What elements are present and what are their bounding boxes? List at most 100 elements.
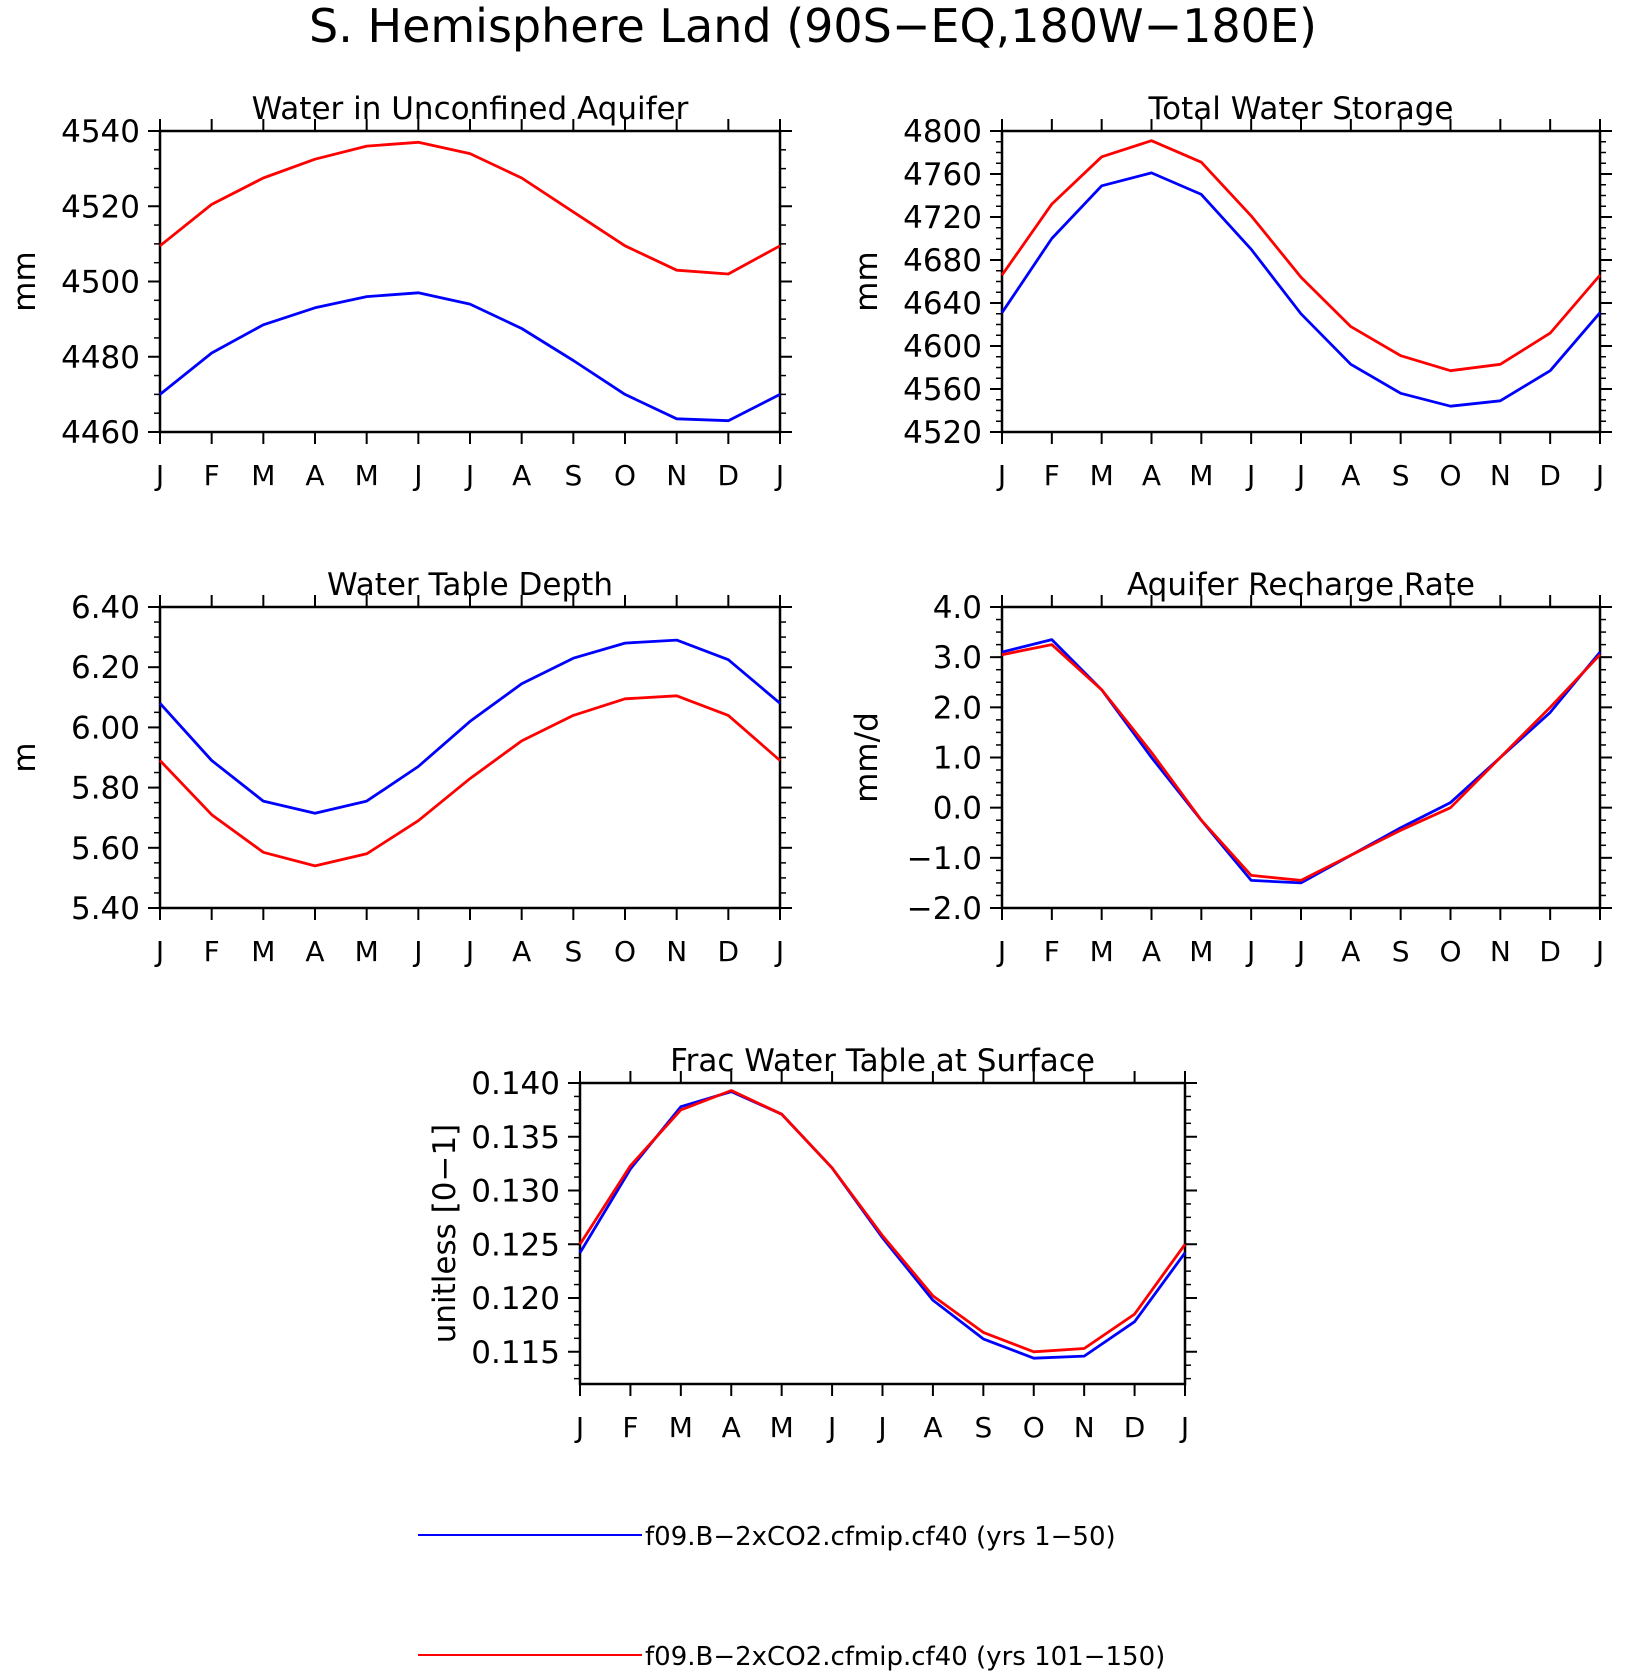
aquifer-recharge-rate-ytick-label: 3.0 xyxy=(933,640,982,676)
water-table-depth-xtick-label: S xyxy=(564,935,582,968)
frac-water-table-at-surface-xtick-label: J xyxy=(826,1411,836,1444)
aquifer-recharge-rate-xtick-label: A xyxy=(1142,935,1161,968)
water-in-unconfined-aquifer-xtick-label: S xyxy=(564,459,582,492)
frac-water-table-at-surface-xtick-label: A xyxy=(923,1411,942,1444)
frac-water-table-at-surface-ytick-label: 0.140 xyxy=(471,1066,560,1102)
frac-water-table-at-surface-xtick-label: M xyxy=(669,1411,693,1444)
aquifer-recharge-rate-xtick-label: J xyxy=(1295,935,1305,968)
frac-water-table-at-surface-xtick-label: F xyxy=(622,1411,638,1444)
total-water-storage-series-1-line xyxy=(1000,171,1602,408)
frac-water-table-at-surface-xtick-label: M xyxy=(770,1411,794,1444)
water-in-unconfined-aquifer-ytick-label: 4500 xyxy=(61,265,140,301)
aquifer-recharge-rate-series-2-line xyxy=(1001,643,1602,882)
water-table-depth-ytick-label: 5.60 xyxy=(71,831,140,867)
water-in-unconfined-aquifer-xtick-label: J xyxy=(154,459,164,492)
water-table-depth-plot-frame xyxy=(158,605,782,910)
frac-water-table-at-surface-series-1-line xyxy=(578,1090,1187,1360)
aquifer-recharge-rate-xtick-label: M xyxy=(1189,935,1213,968)
water-in-unconfined-aquifer-ytick-label: 4480 xyxy=(61,340,140,376)
aquifer-recharge-rate-xtick-label: J xyxy=(1594,935,1604,968)
total-water-storage-ytick-label: 4520 xyxy=(903,415,982,451)
total-water-storage-xtick-label: S xyxy=(1392,459,1410,492)
aquifer-recharge-rate-xtick-label: N xyxy=(1490,935,1511,968)
water-in-unconfined-aquifer-xtick-label: J xyxy=(464,459,474,492)
total-water-storage-ytick-label: 4720 xyxy=(903,200,982,236)
water-in-unconfined-aquifer-ylabel: mm xyxy=(7,251,43,311)
water-in-unconfined-aquifer-xtick-label: D xyxy=(718,459,740,492)
total-water-storage-xtick-label: J xyxy=(996,459,1006,492)
total-water-storage-xtick-label: O xyxy=(1439,459,1461,492)
frac-water-table-at-surface-xtick-label: S xyxy=(974,1411,992,1444)
water-in-unconfined-aquifer-xtick-label: A xyxy=(512,459,531,492)
legend-label-series-1: f09.B−2xCO2.cfmip.cf40 (yrs 1−50) xyxy=(645,1522,1116,1552)
total-water-storage-xtick-label: A xyxy=(1142,459,1161,492)
water-in-unconfined-aquifer-series-2-line xyxy=(159,140,781,276)
aquifer-recharge-rate-xtick-label: M xyxy=(1090,935,1114,968)
aquifer-recharge-rate-xtick-label: O xyxy=(1439,935,1461,968)
total-water-storage-ytick-label: 4680 xyxy=(903,243,982,279)
water-table-depth-xtick-label: F xyxy=(204,935,220,968)
frac-water-table-at-surface-xtick-label: J xyxy=(574,1411,584,1444)
total-water-storage-xtick-label: N xyxy=(1490,459,1511,492)
water-table-depth-xtick-label: A xyxy=(305,935,324,968)
aquifer-recharge-rate-ylabel: mm/d xyxy=(849,712,885,803)
aquifer-recharge-rate-ytick-label: −1.0 xyxy=(907,841,982,877)
water-table-depth-xtick-label: J xyxy=(464,935,474,968)
total-water-storage-ytick-label: 4560 xyxy=(903,372,982,408)
aquifer-recharge-rate-ytick-label: 0.0 xyxy=(933,791,982,827)
total-water-storage-xtick-label: J xyxy=(1594,459,1604,492)
total-water-storage-plot-frame xyxy=(1000,129,1602,434)
water-table-depth-series-1-line xyxy=(158,638,781,815)
aquifer-recharge-rate-xtick-label: J xyxy=(1245,935,1255,968)
total-water-storage-xtick-label: J xyxy=(1295,459,1305,492)
total-water-storage-xtick-label: D xyxy=(1539,459,1561,492)
water-in-unconfined-aquifer-xtick-label: N xyxy=(666,459,687,492)
water-in-unconfined-aquifer-xtick-label: F xyxy=(204,459,220,492)
total-water-storage-xtick-label: J xyxy=(1245,459,1255,492)
legend: f09.B−2xCO2.cfmip.cf40 (yrs 1−50) f09.B−… xyxy=(418,1522,1165,1672)
total-water-storage-ytick-label: 4600 xyxy=(903,329,982,365)
water-in-unconfined-aquifer-xtick-label: J xyxy=(412,459,422,492)
water-table-depth-xtick-label: M xyxy=(251,935,275,968)
water-table-depth-ytick-label: 6.40 xyxy=(71,590,140,626)
water-in-unconfined-aquifer-ytick-label: 4540 xyxy=(61,114,140,150)
total-water-storage-ytick-label: 4640 xyxy=(903,286,982,322)
water-table-depth-ytick-label: 5.40 xyxy=(71,891,140,927)
frac-water-table-at-surface-xtick-label: J xyxy=(876,1411,886,1444)
water-in-unconfined-aquifer-ytick-label: 4460 xyxy=(61,415,140,451)
water-table-depth-xtick-label: N xyxy=(666,935,687,968)
aquifer-recharge-rate-series-1-line xyxy=(1001,638,1602,885)
aquifer-recharge-rate-xtick-label: A xyxy=(1341,935,1360,968)
water-in-unconfined-aquifer-xtick-label: M xyxy=(251,459,275,492)
aquifer-recharge-rate-xtick-label: J xyxy=(996,935,1006,968)
aquifer-recharge-rate-xtick-label: D xyxy=(1539,935,1561,968)
water-in-unconfined-aquifer-series-1-line xyxy=(159,291,781,423)
water-table-depth-series-2-line xyxy=(158,694,781,868)
total-water-storage-xtick-label: A xyxy=(1341,459,1360,492)
frac-water-table-at-surface-ytick-label: 0.120 xyxy=(471,1281,560,1317)
frac-water-table-at-surface-xtick-label: N xyxy=(1074,1411,1095,1444)
water-table-depth-xtick-label: O xyxy=(614,935,636,968)
legend-label-series-2: f09.B−2xCO2.cfmip.cf40 (yrs 101−150) xyxy=(645,1642,1165,1672)
aquifer-recharge-rate-ytick-label: 4.0 xyxy=(933,590,982,626)
water-in-unconfined-aquifer-plot-frame xyxy=(158,129,782,434)
aquifer-recharge-rate-ytick-label: 1.0 xyxy=(933,741,982,777)
water-in-unconfined-aquifer-ytick-label: 4520 xyxy=(61,189,140,225)
water-in-unconfined-aquifer-xtick-label: A xyxy=(305,459,324,492)
total-water-storage-series-2-line xyxy=(1000,139,1602,373)
total-water-storage-ytick-label: 4800 xyxy=(903,114,982,150)
frac-water-table-at-surface-ytick-label: 0.130 xyxy=(471,1174,560,1210)
frac-water-table-at-surface-series-2-line xyxy=(578,1089,1187,1354)
frac-water-table-at-surface-xtick-label: A xyxy=(722,1411,741,1444)
water-table-depth-ytick-label: 5.80 xyxy=(71,771,140,807)
water-table-depth-xtick-label: J xyxy=(412,935,422,968)
page-title: S. Hemisphere Land (90S−EQ,180W−180E) xyxy=(309,0,1317,53)
water-table-depth-ylabel: m xyxy=(7,742,43,772)
water-table-depth-ytick-label: 6.20 xyxy=(71,650,140,686)
aquifer-recharge-rate-ytick-label: 2.0 xyxy=(933,690,982,726)
